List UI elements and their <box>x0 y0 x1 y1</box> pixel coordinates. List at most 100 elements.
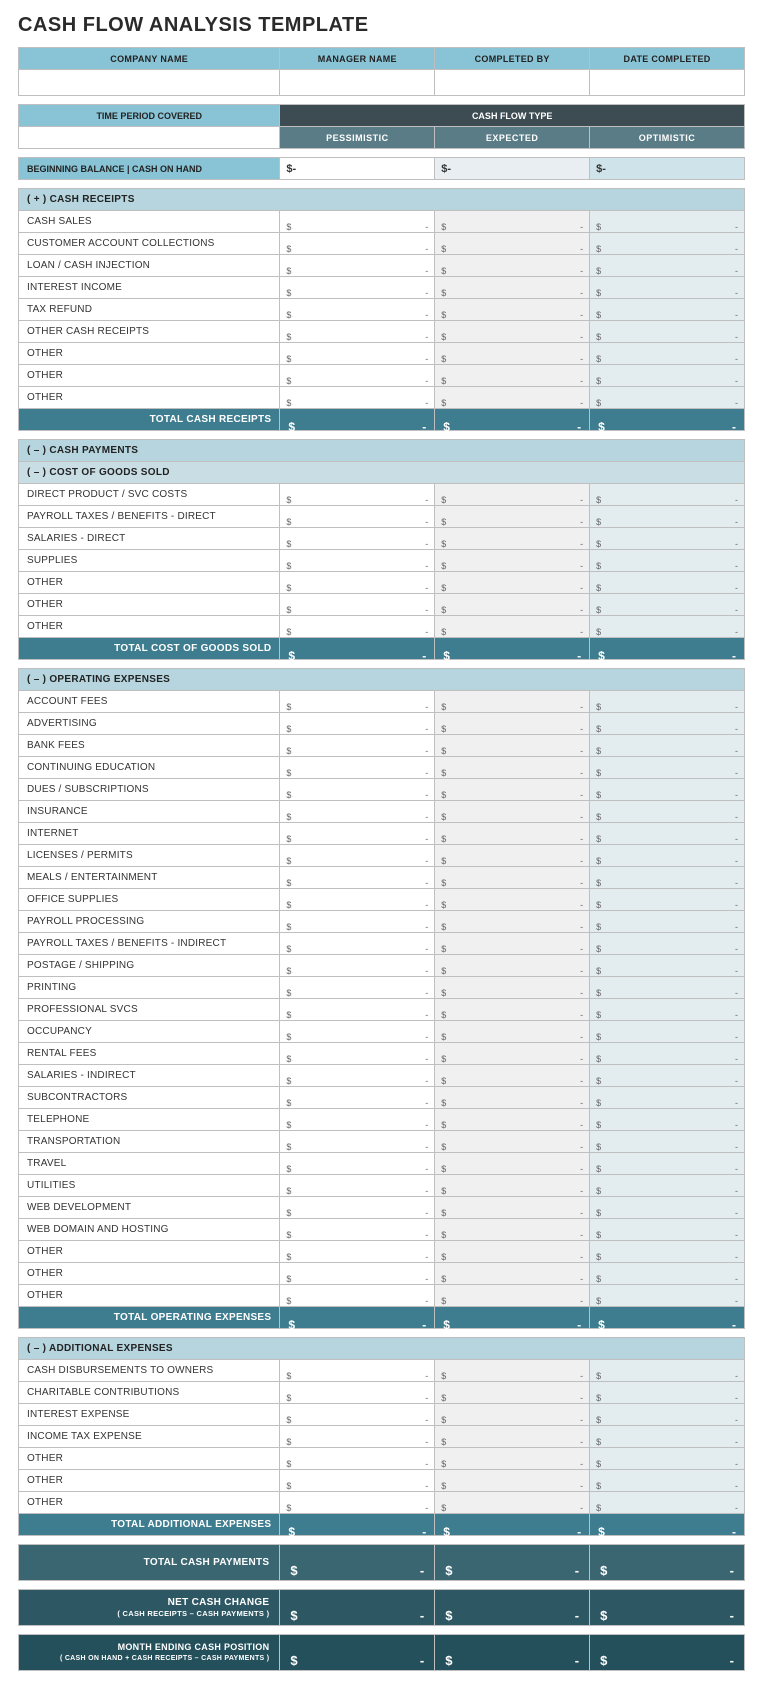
row-value-pess[interactable]: $- <box>280 735 435 757</box>
row-value-exp[interactable]: $- <box>435 1021 590 1043</box>
row-value-exp[interactable]: $- <box>435 211 590 233</box>
row-value-opt[interactable]: $- <box>590 1360 745 1382</box>
row-value-exp[interactable]: $- <box>435 757 590 779</box>
row-value-pess[interactable]: $- <box>280 889 435 911</box>
row-value-opt[interactable]: $- <box>590 1043 745 1065</box>
row-value-opt[interactable]: $- <box>590 365 745 387</box>
row-value-pess[interactable]: $- <box>280 1131 435 1153</box>
beginning-balance-pess[interactable]: $- <box>280 158 435 180</box>
row-value-opt[interactable]: $- <box>590 211 745 233</box>
row-value-opt[interactable]: $- <box>590 735 745 757</box>
row-value-exp[interactable]: $- <box>435 1382 590 1404</box>
row-value-pess[interactable]: $- <box>280 757 435 779</box>
row-value-pess[interactable]: $- <box>280 1448 435 1470</box>
row-value-opt[interactable]: $- <box>590 691 745 713</box>
row-value-exp[interactable]: $- <box>435 1241 590 1263</box>
row-value-exp[interactable]: $- <box>435 1197 590 1219</box>
row-value-pess[interactable]: $- <box>280 1404 435 1426</box>
row-value-pess[interactable]: $- <box>280 955 435 977</box>
row-value-exp[interactable]: $- <box>435 823 590 845</box>
row-value-opt[interactable]: $- <box>590 572 745 594</box>
row-value-opt[interactable]: $- <box>590 299 745 321</box>
row-value-exp[interactable]: $- <box>435 572 590 594</box>
row-value-opt[interactable]: $- <box>590 1263 745 1285</box>
row-value-exp[interactable]: $- <box>435 735 590 757</box>
time-period-input[interactable] <box>19 127 280 149</box>
row-value-pess[interactable]: $- <box>280 977 435 999</box>
row-value-opt[interactable]: $- <box>590 911 745 933</box>
row-value-exp[interactable]: $- <box>435 506 590 528</box>
row-value-exp[interactable]: $- <box>435 321 590 343</box>
row-value-exp[interactable]: $- <box>435 1219 590 1241</box>
row-value-pess[interactable]: $- <box>280 594 435 616</box>
row-value-exp[interactable]: $- <box>435 1175 590 1197</box>
row-value-pess[interactable]: $- <box>280 506 435 528</box>
row-value-opt[interactable]: $- <box>590 1065 745 1087</box>
beginning-balance-exp[interactable]: $- <box>435 158 590 180</box>
row-value-opt[interactable]: $- <box>590 867 745 889</box>
row-value-opt[interactable]: $- <box>590 1153 745 1175</box>
row-value-exp[interactable]: $- <box>435 713 590 735</box>
row-value-pess[interactable]: $- <box>280 1426 435 1448</box>
row-value-exp[interactable]: $- <box>435 911 590 933</box>
row-value-exp[interactable]: $- <box>435 1448 590 1470</box>
row-value-opt[interactable]: $- <box>590 343 745 365</box>
row-value-exp[interactable]: $- <box>435 1360 590 1382</box>
row-value-pess[interactable]: $- <box>280 616 435 638</box>
row-value-pess[interactable]: $- <box>280 321 435 343</box>
row-value-pess[interactable]: $- <box>280 255 435 277</box>
info-input-completedby[interactable] <box>435 70 590 96</box>
row-value-pess[interactable]: $- <box>280 550 435 572</box>
row-value-exp[interactable]: $- <box>435 550 590 572</box>
row-value-pess[interactable]: $- <box>280 999 435 1021</box>
row-value-pess[interactable]: $- <box>280 572 435 594</box>
row-value-exp[interactable]: $- <box>435 1426 590 1448</box>
row-value-opt[interactable]: $- <box>590 1241 745 1263</box>
row-value-opt[interactable]: $- <box>590 977 745 999</box>
row-value-opt[interactable]: $- <box>590 889 745 911</box>
row-value-opt[interactable]: $- <box>590 823 745 845</box>
row-value-exp[interactable]: $- <box>435 933 590 955</box>
info-input-manager[interactable] <box>280 70 435 96</box>
row-value-pess[interactable]: $- <box>280 387 435 409</box>
row-value-exp[interactable]: $- <box>435 955 590 977</box>
row-value-exp[interactable]: $- <box>435 1404 590 1426</box>
row-value-opt[interactable]: $- <box>590 1285 745 1307</box>
row-value-pess[interactable]: $- <box>280 1197 435 1219</box>
row-value-exp[interactable]: $- <box>435 801 590 823</box>
row-value-exp[interactable]: $- <box>435 1109 590 1131</box>
row-value-opt[interactable]: $- <box>590 484 745 506</box>
beginning-balance-opt[interactable]: $- <box>590 158 745 180</box>
row-value-opt[interactable]: $- <box>590 1492 745 1514</box>
row-value-opt[interactable]: $- <box>590 999 745 1021</box>
row-value-pess[interactable]: $- <box>280 691 435 713</box>
row-value-pess[interactable]: $- <box>280 867 435 889</box>
row-value-pess[interactable]: $- <box>280 911 435 933</box>
row-value-opt[interactable]: $- <box>590 1175 745 1197</box>
row-value-opt[interactable]: $- <box>590 506 745 528</box>
row-value-opt[interactable]: $- <box>590 713 745 735</box>
row-value-opt[interactable]: $- <box>590 1131 745 1153</box>
info-input-company[interactable] <box>19 70 280 96</box>
row-value-pess[interactable]: $- <box>280 343 435 365</box>
row-value-exp[interactable]: $- <box>435 999 590 1021</box>
row-value-opt[interactable]: $- <box>590 1219 745 1241</box>
row-value-pess[interactable]: $- <box>280 277 435 299</box>
row-value-exp[interactable]: $- <box>435 977 590 999</box>
row-value-exp[interactable]: $- <box>435 889 590 911</box>
row-value-exp[interactable]: $- <box>435 299 590 321</box>
row-value-pess[interactable]: $- <box>280 1360 435 1382</box>
row-value-exp[interactable]: $- <box>435 1492 590 1514</box>
row-value-opt[interactable]: $- <box>590 550 745 572</box>
row-value-opt[interactable]: $- <box>590 321 745 343</box>
row-value-exp[interactable]: $- <box>435 365 590 387</box>
row-value-pess[interactable]: $- <box>280 299 435 321</box>
row-value-opt[interactable]: $- <box>590 845 745 867</box>
row-value-pess[interactable]: $- <box>280 1285 435 1307</box>
row-value-pess[interactable]: $- <box>280 713 435 735</box>
row-value-opt[interactable]: $- <box>590 277 745 299</box>
row-value-exp[interactable]: $- <box>435 528 590 550</box>
row-value-pess[interactable]: $- <box>280 779 435 801</box>
row-value-pess[interactable]: $- <box>280 823 435 845</box>
row-value-exp[interactable]: $- <box>435 1285 590 1307</box>
